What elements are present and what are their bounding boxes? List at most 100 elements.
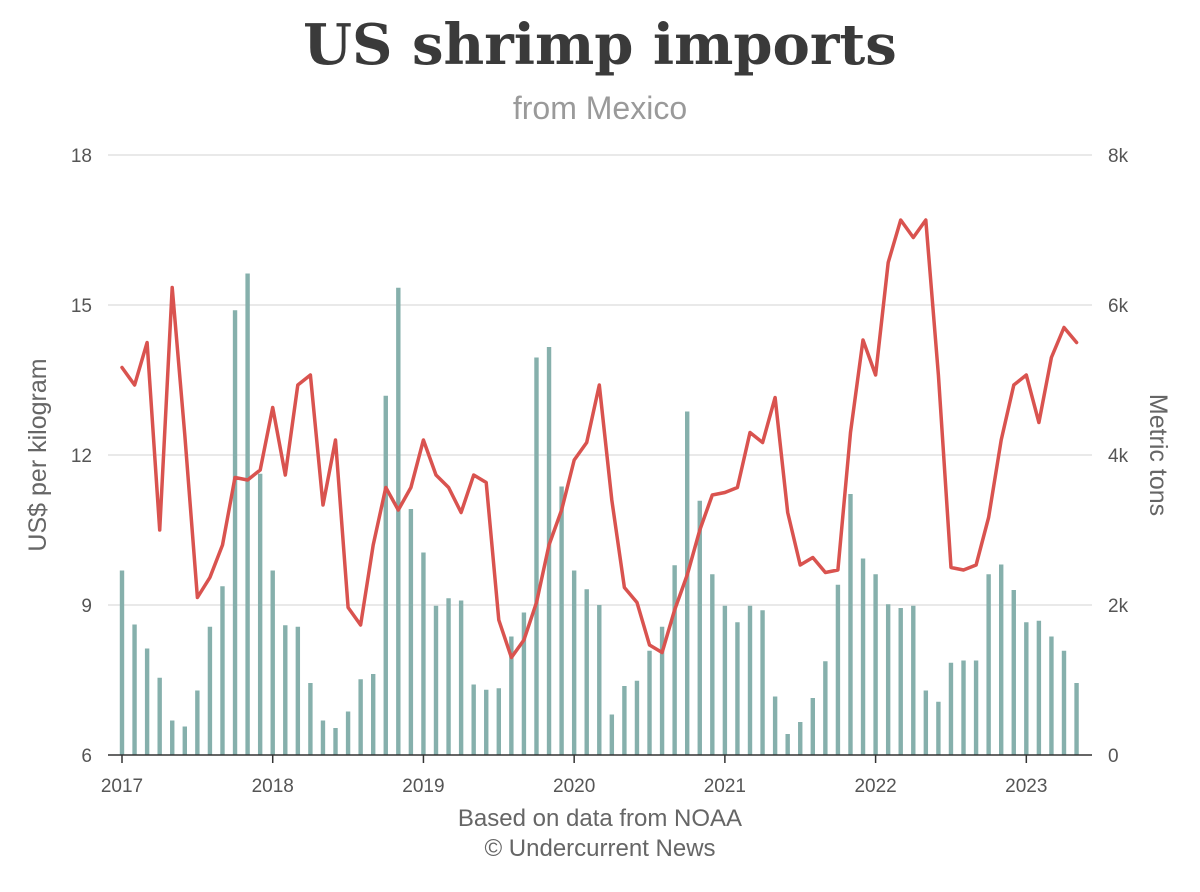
bar xyxy=(232,310,238,755)
bar xyxy=(170,720,175,755)
y-left-tick-label: 12 xyxy=(71,446,92,467)
bar xyxy=(320,720,326,755)
bar xyxy=(973,660,979,755)
y-left-tick-label: 18 xyxy=(71,146,92,167)
bar xyxy=(421,552,426,755)
bar xyxy=(534,357,539,755)
bar xyxy=(119,570,125,755)
bar xyxy=(747,605,753,755)
line-series-price xyxy=(120,218,1079,660)
bar xyxy=(358,679,363,755)
bar xyxy=(898,608,903,755)
bar xyxy=(785,734,790,755)
bar xyxy=(458,600,464,755)
bar xyxy=(383,395,388,755)
bar xyxy=(722,605,728,755)
x-tick-label: 2018 xyxy=(252,776,294,797)
gridlines xyxy=(108,154,1092,606)
bar xyxy=(647,650,652,755)
bar xyxy=(999,564,1004,755)
bar xyxy=(936,701,941,755)
bar xyxy=(584,589,589,755)
bar xyxy=(911,605,916,755)
bar xyxy=(1061,650,1067,755)
y-right-tick-label: 2k xyxy=(1108,596,1129,617)
bar xyxy=(521,612,527,755)
source-line-data: Based on data from NOAA xyxy=(457,805,743,832)
bar xyxy=(571,570,577,755)
y-right-tick-label: 0 xyxy=(1108,746,1119,767)
bar xyxy=(207,626,213,755)
bar xyxy=(634,680,640,755)
axes: 6 0 9 2k 12 4k 15 6k 18 8k 2017 2018 2019 2020 2021 202… xyxy=(71,146,1129,797)
bar xyxy=(295,626,301,755)
bar xyxy=(559,486,564,755)
bar xyxy=(345,711,351,755)
bar xyxy=(948,662,954,755)
bar xyxy=(697,500,702,755)
bar xyxy=(597,605,602,755)
y-left-tick-label: 15 xyxy=(71,296,92,317)
bar xyxy=(484,689,489,755)
bar xyxy=(1024,622,1029,755)
bar xyxy=(622,686,627,755)
bar xyxy=(144,648,150,755)
bar xyxy=(283,625,288,755)
bar xyxy=(961,660,966,755)
bar xyxy=(1011,590,1016,755)
bar xyxy=(860,558,866,755)
bar xyxy=(1074,683,1079,755)
chart-subtitle: from Mexico xyxy=(512,90,688,126)
bar xyxy=(245,273,250,755)
x-tick-label: 2019 xyxy=(402,776,444,797)
bar xyxy=(735,622,740,755)
bar xyxy=(685,411,690,755)
bar xyxy=(923,690,929,755)
bar xyxy=(873,574,878,755)
bar xyxy=(609,714,615,755)
x-tick-label: 2022 xyxy=(854,776,896,797)
x-tick-label: 2021 xyxy=(704,776,746,797)
bar xyxy=(270,570,275,755)
bar xyxy=(986,574,991,755)
bar xyxy=(308,683,313,755)
bar xyxy=(772,696,778,755)
bar xyxy=(835,584,841,755)
bar xyxy=(1036,620,1042,755)
bar xyxy=(823,661,828,755)
bar xyxy=(333,728,338,755)
bar xyxy=(257,473,263,755)
y-right-tick-label: 4k xyxy=(1108,446,1129,467)
bar xyxy=(408,509,414,755)
x-tick-label: 2017 xyxy=(101,776,143,797)
bar xyxy=(220,586,225,755)
bar xyxy=(433,605,439,755)
x-tick-label: 2020 xyxy=(553,776,595,797)
bar xyxy=(496,688,501,755)
bar xyxy=(659,626,665,755)
bar xyxy=(195,690,200,755)
price-line xyxy=(120,218,1079,660)
bar xyxy=(848,494,853,755)
bar xyxy=(810,698,815,755)
bar xyxy=(672,565,677,755)
source-note: Based on data from NOAA © Undercurrent N… xyxy=(0,804,1200,864)
bar xyxy=(371,674,376,755)
bar xyxy=(760,610,765,755)
x-tick-label: 2023 xyxy=(1005,776,1047,797)
y-axis-right-label: Metric tons xyxy=(1144,394,1172,516)
bar xyxy=(182,726,187,755)
y-axis-left-label: US$ per kilogram xyxy=(24,358,52,551)
y-left-tick-label: 9 xyxy=(81,596,92,617)
bar-series-metric-tons xyxy=(119,273,1079,755)
y-right-tick-label: 8k xyxy=(1108,146,1129,167)
chart-title: US shrimp imports xyxy=(303,12,897,78)
bar xyxy=(132,624,137,755)
bar xyxy=(1049,636,1054,755)
bar xyxy=(798,722,803,755)
bar xyxy=(157,677,162,755)
bar xyxy=(396,287,401,755)
bar xyxy=(885,604,891,755)
bar xyxy=(509,636,514,755)
